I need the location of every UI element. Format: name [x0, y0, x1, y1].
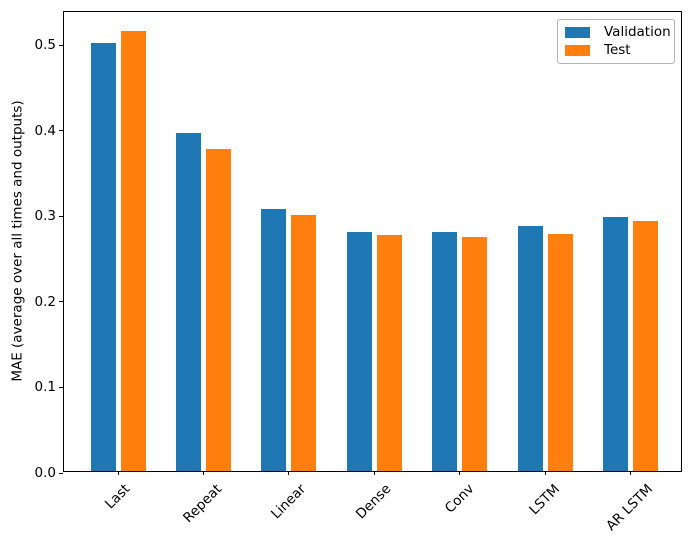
x-tick [117, 471, 119, 475]
bar-validation-dense [346, 231, 372, 471]
x-tick-label-dense: Dense [353, 481, 395, 523]
y-axis-label: MAE (average over all times and outputs) [9, 100, 26, 382]
x-tick [459, 471, 461, 475]
x-tick-label-last: Last [102, 480, 134, 513]
y-tick [59, 386, 63, 388]
y-tick [59, 215, 63, 217]
validation-color-swatch [565, 27, 590, 39]
y-tick-label-0.5: 0.5 [34, 37, 56, 54]
bar-test-repeat [205, 148, 231, 471]
x-tick [544, 471, 546, 475]
bar-test-linear [291, 215, 317, 471]
bar-test-ar-lstm [632, 221, 658, 471]
y-tick [59, 472, 63, 474]
bar-validation-lstm [517, 226, 543, 471]
x-tick-label-conv: Conv [441, 480, 478, 517]
bar-validation-linear [261, 209, 287, 471]
y-tick [59, 301, 63, 303]
x-tick [629, 471, 631, 475]
y-tick-label-0.3: 0.3 [34, 208, 56, 225]
bar-test-dense [376, 234, 402, 471]
x-tick-label-repeat: Repeat [180, 481, 226, 527]
x-tick [288, 471, 290, 475]
bar-validation-last [90, 42, 116, 471]
bar-test-lstm [547, 234, 573, 471]
legend-item-test: Test [565, 42, 667, 60]
y-tick-label-0.4: 0.4 [34, 122, 56, 139]
y-tick-label-0.1: 0.1 [34, 379, 56, 396]
legend-item-validation: Validation [565, 24, 671, 42]
plot-area: Validation Test 0.0 0.1 0.2 0.3 0.4 0.5 Last Re… [35, 11, 682, 534]
legend-label-test: Test [604, 41, 631, 58]
y-tick-label-0.2: 0.2 [34, 293, 56, 310]
y-tick-label-0.0: 0.0 [34, 465, 56, 481]
test-color-swatch [565, 44, 590, 56]
x-tick-label-linear: Linear [267, 480, 309, 522]
x-tick-label-ar-lstm: AR LSTM [603, 481, 657, 534]
bar-validation-repeat [175, 133, 201, 471]
x-tick-label-lstm: LSTM [526, 480, 564, 518]
bar-test-conv [462, 236, 488, 471]
x-tick [373, 471, 375, 475]
legend-label-validation: Validation [604, 24, 671, 41]
x-tick [202, 471, 204, 475]
y-tick [59, 44, 63, 46]
y-tick [59, 130, 63, 132]
bar-validation-conv [432, 231, 458, 471]
legend: Validation Test [557, 19, 675, 64]
bar-validation-ar-lstm [602, 216, 628, 471]
bar-test-last [120, 30, 146, 471]
